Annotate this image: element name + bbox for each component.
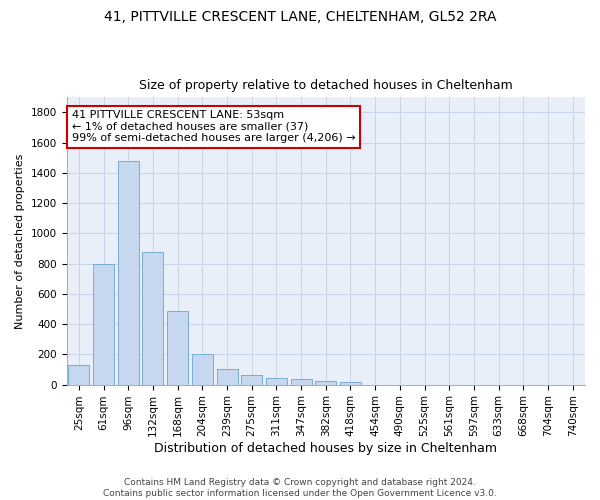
Text: 41 PITTVILLE CRESCENT LANE: 53sqm
← 1% of detached houses are smaller (37)
99% o: 41 PITTVILLE CRESCENT LANE: 53sqm ← 1% o… — [72, 110, 355, 144]
Bar — [192, 354, 213, 384]
Bar — [290, 380, 311, 384]
Bar — [241, 375, 262, 384]
Bar — [118, 161, 139, 384]
Bar — [266, 378, 287, 384]
Title: Size of property relative to detached houses in Cheltenham: Size of property relative to detached ho… — [139, 79, 512, 92]
Text: 41, PITTVILLE CRESCENT LANE, CHELTENHAM, GL52 2RA: 41, PITTVILLE CRESCENT LANE, CHELTENHAM,… — [104, 10, 496, 24]
Bar — [167, 310, 188, 384]
Bar — [68, 365, 89, 384]
Bar — [142, 252, 163, 384]
X-axis label: Distribution of detached houses by size in Cheltenham: Distribution of detached houses by size … — [154, 442, 497, 455]
Bar — [340, 382, 361, 384]
Bar — [93, 264, 114, 384]
Bar — [217, 368, 238, 384]
Text: Contains HM Land Registry data © Crown copyright and database right 2024.
Contai: Contains HM Land Registry data © Crown c… — [103, 478, 497, 498]
Y-axis label: Number of detached properties: Number of detached properties — [15, 154, 25, 328]
Bar — [315, 381, 336, 384]
